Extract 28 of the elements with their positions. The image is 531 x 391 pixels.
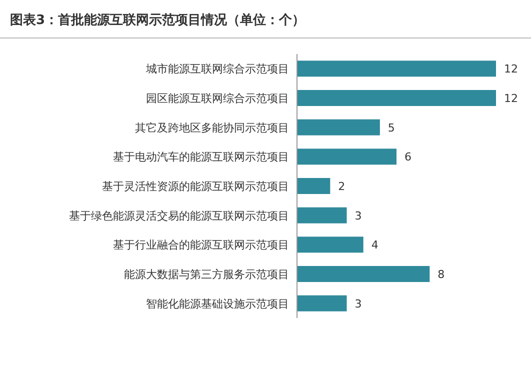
data-label: 3 xyxy=(354,209,362,222)
data-label: 8 xyxy=(438,268,445,281)
data-label: 12 xyxy=(504,92,518,105)
bar xyxy=(297,236,364,253)
y-tick-label: 基于电动汽车的能源互联网示范项目 xyxy=(113,150,289,164)
y-tick-label: 城市能源互联网综合示范项目 xyxy=(145,62,289,76)
data-label: 6 xyxy=(404,150,412,164)
bar xyxy=(297,148,396,165)
data-label: 12 xyxy=(504,62,518,76)
y-tick-label: 基于绿色能源灵活交易的能源互联网示范项目 xyxy=(69,209,289,222)
data-label: 2 xyxy=(338,180,346,193)
y-tick-label: 基于行业融合的能源互联网示范项目 xyxy=(113,238,289,252)
bar xyxy=(297,178,330,194)
data-label: 4 xyxy=(371,238,378,252)
bar xyxy=(297,266,430,282)
bar xyxy=(297,60,496,77)
bar xyxy=(297,207,347,224)
y-tick-label: 能源大数据与第三方服务示范项目 xyxy=(124,268,289,281)
y-tick-label: 其它及跨地区多能协同示范项目 xyxy=(135,121,289,134)
data-label: 3 xyxy=(354,297,362,310)
data-label: 5 xyxy=(388,121,395,134)
y-tick-label: 基于灵活性资源的能源互联网示范项目 xyxy=(102,180,289,193)
y-tick-label: 智能化能源基础设施示范项目 xyxy=(146,297,289,310)
bar xyxy=(297,90,496,106)
text: 图表3：首批能源互联网示范项目情况（单位：个） xyxy=(10,12,306,28)
bar xyxy=(297,295,347,312)
y-tick-label: 园区能源互联网综合示范项目 xyxy=(146,92,289,105)
bar xyxy=(297,119,380,136)
